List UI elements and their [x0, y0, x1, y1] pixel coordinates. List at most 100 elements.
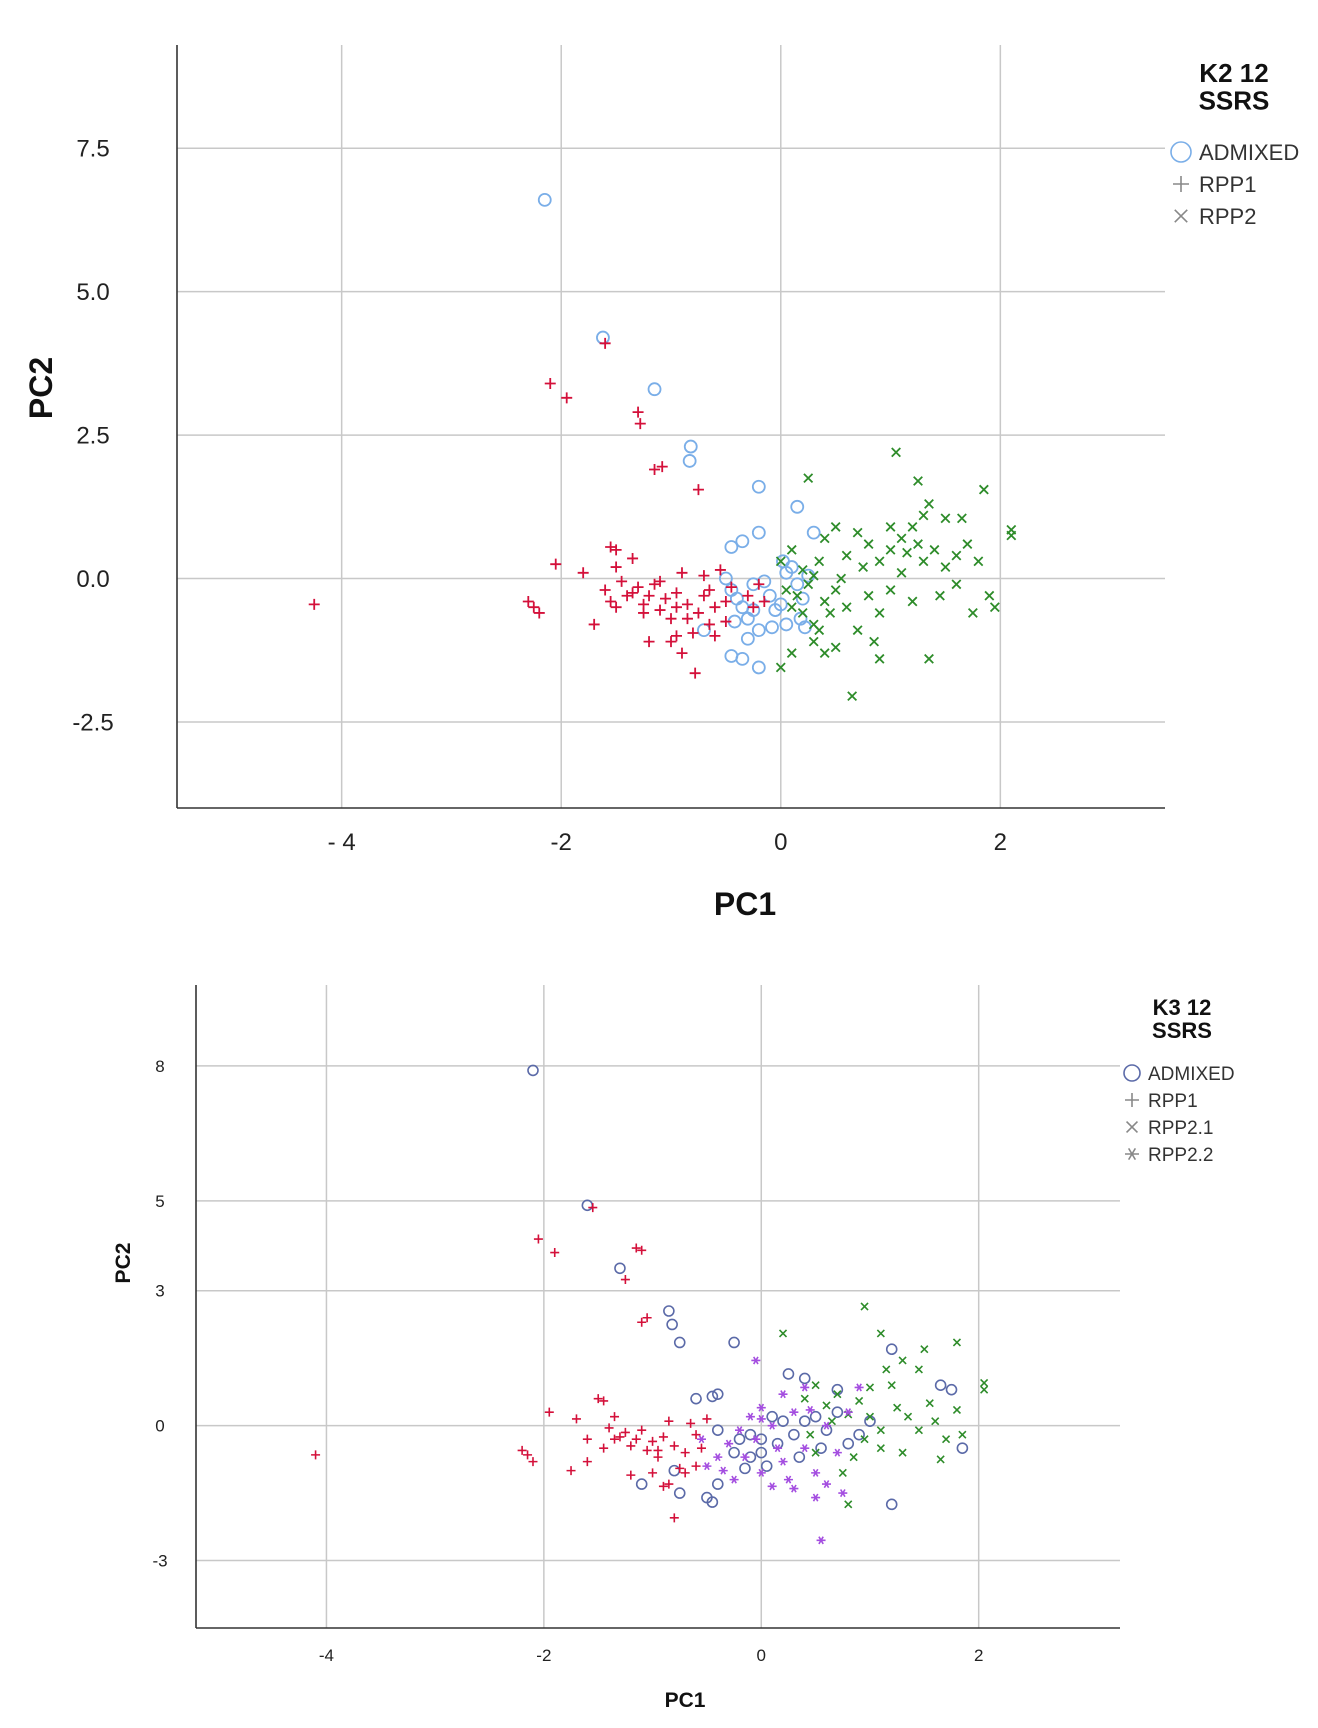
- data-point-rpp1: [670, 587, 682, 599]
- y-tick-label: 5.0: [76, 279, 109, 306]
- data-point-rpp2-2: [854, 1383, 864, 1392]
- data-point-admixed: [673, 1336, 686, 1349]
- data-point-admixed: [776, 554, 790, 569]
- data-point-rpp1: [561, 392, 573, 404]
- data-point-rpp2-2: [816, 1536, 826, 1545]
- data-point-rpp1: [691, 1461, 701, 1471]
- legend-label-rpp1: RPP1: [1199, 172, 1256, 197]
- data-point-admixed: [739, 1462, 751, 1475]
- y-tick-label: 0: [155, 1417, 164, 1436]
- legend-marker-rpp2-1: [1125, 1120, 1139, 1134]
- data-point-rpp1: [634, 418, 646, 430]
- data-point-rpp2: [841, 550, 852, 561]
- data-point-rpp2-1: [876, 1444, 885, 1453]
- data-point-admixed: [793, 611, 808, 626]
- data-point-rpp2-1: [952, 1405, 962, 1414]
- data-point-rpp2-1: [925, 1399, 934, 1408]
- data-point-admixed: [581, 1199, 594, 1212]
- data-point-rpp1: [632, 581, 644, 593]
- data-point-rpp1: [753, 578, 765, 590]
- data-point-rpp2-2: [832, 1448, 842, 1457]
- data-point-rpp1: [566, 1466, 576, 1476]
- data-point-rpp2-2: [735, 1426, 745, 1435]
- data-point-rpp1: [610, 1434, 620, 1444]
- y-tick-label: 0.0: [76, 566, 109, 593]
- data-point-rpp1: [675, 1463, 685, 1473]
- data-point-rpp1: [692, 484, 704, 496]
- data-point-rpp1: [599, 337, 611, 349]
- data-point-rpp2: [918, 556, 929, 567]
- data-point-rpp2-1: [849, 1453, 858, 1462]
- data-point-rpp1: [615, 1432, 625, 1442]
- data-point-rpp2: [775, 556, 786, 567]
- legend-marker-admixed: [1170, 141, 1192, 163]
- data-point-rpp1: [665, 636, 677, 648]
- data-point-admixed: [668, 1464, 681, 1477]
- data-point-rpp2-1: [844, 1500, 853, 1509]
- data-point-rpp1: [582, 1434, 592, 1444]
- data-point-rpp2-2: [789, 1484, 799, 1493]
- data-point-rpp1: [665, 613, 677, 625]
- data-point-rpp2: [781, 585, 792, 595]
- data-point-rpp1: [637, 1317, 647, 1327]
- data-point-rpp1: [709, 630, 721, 642]
- data-point-rpp2: [797, 608, 808, 618]
- data-point-admixed: [711, 1478, 724, 1490]
- data-point-admixed: [729, 591, 744, 606]
- data-point-admixed: [740, 631, 755, 646]
- data-point-rpp2: [841, 602, 852, 613]
- data-point-rpp1: [605, 595, 617, 607]
- data-point-rpp2-1: [838, 1468, 847, 1477]
- data-point-admixed: [751, 660, 766, 675]
- data-point-admixed: [765, 620, 779, 635]
- data-point-rpp2: [814, 556, 825, 567]
- data-point-admixed: [757, 574, 772, 589]
- data-point-rpp2-2: [789, 1408, 799, 1417]
- data-point-rpp2-1: [898, 1448, 907, 1457]
- data-point-rpp2: [819, 648, 830, 659]
- data-point-rpp1: [720, 616, 732, 628]
- data-point-rpp2: [891, 447, 901, 458]
- data-point-rpp2: [852, 625, 863, 636]
- legend-marker-rpp2-2: [1125, 1147, 1139, 1161]
- data-point-rpp2-2: [713, 1453, 723, 1462]
- data-point-rpp1: [599, 584, 611, 596]
- data-point-rpp1: [703, 618, 715, 630]
- data-point-rpp1: [620, 1275, 630, 1285]
- data-point-rpp2-2: [767, 1482, 777, 1491]
- data-point-rpp2-1: [860, 1435, 869, 1444]
- data-point-rpp2: [786, 544, 797, 555]
- data-point-rpp2-2: [756, 1403, 766, 1412]
- data-point-rpp1: [605, 541, 617, 553]
- x-tick-label: 0: [774, 829, 787, 856]
- series-admixed: [537, 192, 821, 675]
- data-point-rpp1: [637, 1425, 647, 1435]
- data-point-rpp2: [902, 547, 912, 558]
- data-point-rpp2: [830, 521, 841, 532]
- data-point-rpp1: [588, 618, 600, 630]
- data-point-admixed: [751, 525, 766, 540]
- data-point-rpp1: [698, 570, 710, 582]
- data-point-rpp2-2: [718, 1466, 728, 1475]
- data-point-rpp2-1: [882, 1365, 891, 1374]
- data-point-rpp2: [978, 484, 989, 495]
- data-point-rpp2: [924, 499, 934, 509]
- data-point-rpp2-1: [865, 1383, 875, 1392]
- data-point-rpp2: [989, 602, 1000, 613]
- data-point-rpp1: [648, 1468, 658, 1478]
- data-point-admixed: [697, 623, 711, 638]
- data-point-rpp1: [626, 1470, 636, 1480]
- data-point-rpp2-2: [767, 1421, 777, 1430]
- data-point-admixed: [711, 1388, 724, 1400]
- data-point-rpp1: [582, 1457, 592, 1467]
- data-point-rpp2: [885, 585, 896, 595]
- data-point-rpp2-2: [838, 1489, 848, 1498]
- data-point-rpp2-1: [980, 1378, 989, 1388]
- data-point-rpp2-1: [914, 1426, 923, 1435]
- data-point-admixed: [735, 651, 750, 666]
- data-point-rpp2-2: [751, 1356, 761, 1365]
- data-point-rpp1: [681, 613, 693, 625]
- data-point-rpp1: [689, 667, 701, 679]
- data-point-rpp1: [522, 595, 534, 607]
